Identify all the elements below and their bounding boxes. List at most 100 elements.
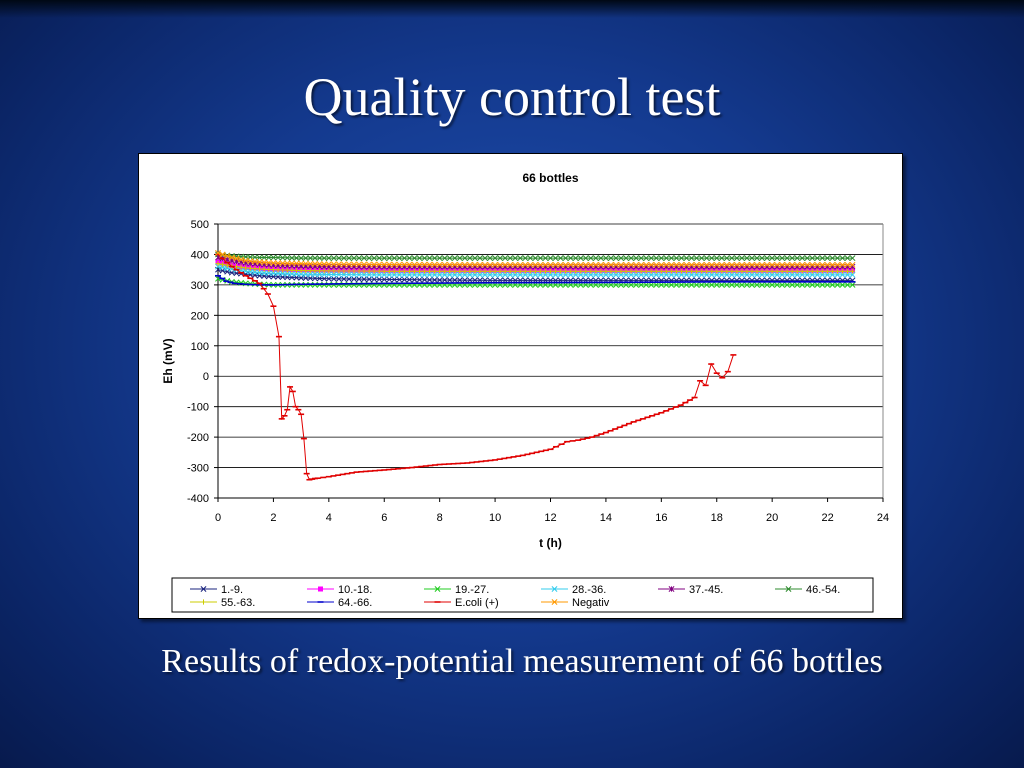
data-point — [578, 268, 584, 274]
data-point — [834, 255, 841, 262]
data-point — [497, 255, 504, 262]
data-point — [844, 261, 851, 268]
data-point — [386, 255, 393, 262]
data-point — [698, 255, 705, 262]
data-point — [293, 255, 300, 261]
data-point — [386, 271, 393, 278]
data-point — [346, 268, 352, 274]
data-point — [376, 276, 383, 283]
data-point — [587, 261, 594, 268]
data-point — [265, 270, 272, 277]
data-point — [643, 255, 650, 262]
data-point — [284, 260, 291, 267]
data-point — [784, 255, 791, 262]
data-point — [371, 255, 378, 262]
data-point — [779, 268, 785, 274]
data-point — [451, 255, 458, 262]
data-point — [769, 261, 776, 268]
data-point — [693, 281, 700, 288]
data-point — [270, 267, 277, 273]
data-point — [688, 268, 695, 274]
data-point — [834, 271, 841, 278]
data-point — [457, 268, 463, 274]
data-point — [668, 261, 675, 268]
legend-entry-8: E.coli (+) — [424, 597, 499, 609]
data-point — [789, 255, 796, 262]
data-point — [293, 267, 300, 274]
data-point — [563, 268, 569, 274]
data-point — [849, 268, 856, 274]
data-point — [302, 255, 309, 262]
legend-swatch-marker — [200, 599, 207, 605]
data-point — [759, 261, 765, 268]
data-point — [678, 281, 685, 288]
data-point — [542, 268, 549, 274]
data-point — [673, 255, 680, 262]
data-point — [708, 281, 715, 288]
data-point — [794, 281, 801, 288]
data-point — [502, 271, 509, 278]
data-point — [406, 261, 413, 268]
data-point — [340, 255, 347, 262]
data-point — [396, 261, 403, 268]
data-point — [638, 261, 645, 268]
legend-box — [171, 577, 874, 613]
data-point — [628, 268, 634, 274]
data-point — [371, 276, 378, 283]
data-point — [608, 271, 614, 278]
data-point — [346, 255, 352, 262]
data-point — [331, 268, 337, 274]
data-point — [759, 281, 765, 288]
data-point — [361, 255, 368, 262]
data-point — [693, 271, 700, 278]
data-point — [849, 255, 856, 262]
data-point — [502, 268, 508, 274]
data-point — [441, 255, 448, 262]
y-tick-label: -100 — [187, 402, 209, 414]
data-point — [471, 255, 478, 262]
data-point — [517, 255, 524, 262]
slide-title: Quality control test — [303, 67, 721, 127]
data-point — [215, 260, 221, 267]
data-point — [708, 271, 715, 278]
data-point — [492, 268, 498, 274]
data-point — [446, 271, 453, 278]
data-point — [728, 255, 735, 262]
data-point — [769, 255, 776, 262]
data-point — [608, 255, 614, 262]
data-point — [618, 268, 624, 274]
data-point — [238, 256, 245, 263]
data-point — [592, 261, 599, 268]
data-point — [256, 266, 263, 272]
data-point — [527, 255, 534, 262]
data-point — [819, 281, 826, 288]
data-point — [431, 277, 438, 283]
data-point — [366, 268, 372, 274]
data-point — [738, 261, 745, 268]
data-point — [688, 281, 695, 288]
data-point — [527, 271, 534, 278]
data-point — [809, 271, 816, 278]
data-point — [411, 268, 418, 274]
data-point — [307, 260, 314, 267]
data-point — [568, 268, 574, 274]
data-point — [441, 277, 448, 283]
data-point — [537, 255, 544, 262]
data-point — [376, 268, 382, 274]
data-point — [567, 271, 574, 278]
data-point — [723, 281, 730, 288]
data-point — [361, 276, 368, 283]
data-point — [623, 255, 630, 262]
data-point — [719, 268, 725, 274]
data-point — [462, 268, 468, 274]
data-point — [623, 281, 630, 288]
legend-label: 55.-63. — [221, 597, 255, 609]
data-point — [618, 261, 624, 268]
data-point — [748, 255, 755, 262]
data-point — [312, 268, 318, 274]
data-point — [769, 271, 776, 278]
data-point — [421, 261, 428, 268]
data-point — [512, 255, 519, 262]
series-line — [217, 254, 734, 481]
data-point — [552, 261, 559, 268]
